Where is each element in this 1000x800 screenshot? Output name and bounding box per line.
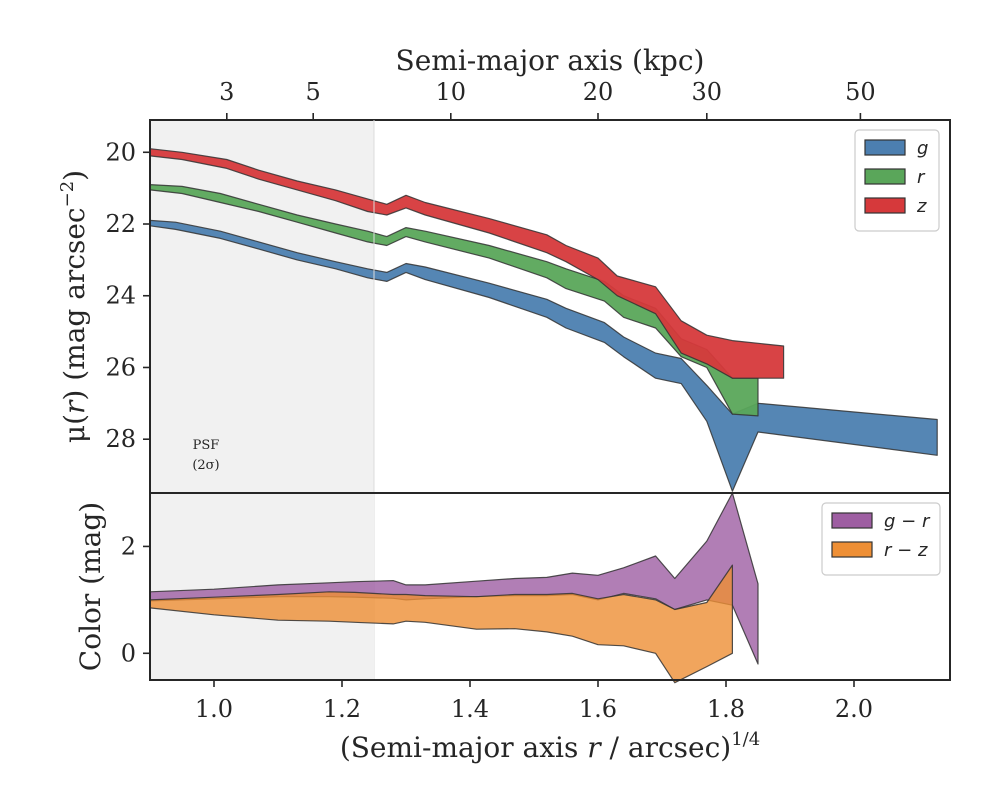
psf-shaded-region [150, 120, 374, 493]
legend-swatch-r-z [831, 541, 873, 558]
bottom-x-tick-label: 1.2 [323, 695, 361, 723]
bottom-x-axis-title: (Semi-major axis r / arcsec)1/4 [340, 729, 760, 764]
bottom-y-tick-label: 0 [121, 639, 136, 667]
bottom-x-tick-label: 1.0 [195, 695, 233, 723]
legend-swatch-z [864, 197, 906, 214]
surface-brightness-bands [149, 148, 938, 492]
legend-label: g − r [884, 511, 931, 532]
top-kpc-axis-ticks: 3 5 10 20 30 50 [219, 78, 876, 120]
legend-label: g [917, 138, 928, 159]
legend-label: z [916, 196, 927, 217]
psf-sigma-label: (2σ) [192, 458, 219, 473]
bottom-legend: g − r r − z [821, 502, 941, 576]
legend-swatch-g [864, 139, 906, 156]
top-y-tick-label: 24 [105, 282, 136, 310]
kpc-tick-label: 10 [436, 78, 467, 106]
bottom-x-tick-label: 1.6 [579, 695, 617, 723]
legend-swatch-g-r [831, 512, 873, 529]
bottom-x-tick-label: 2.0 [835, 695, 873, 723]
top-y-tick-label: 28 [105, 425, 136, 453]
top-y-tick-label: 20 [105, 138, 136, 166]
bottom-panel-frame [149, 492, 951, 681]
bottom-y-tick-label: 2 [121, 532, 136, 560]
bottom-x-tick-label: 1.4 [451, 695, 489, 723]
top-y-tick-label: 26 [105, 353, 136, 381]
legend-label: r − z [884, 540, 928, 561]
color-panel: 02 1.0 1.2 1.4 1.6 1.8 2.0 Color (mag) (Semi-… [74, 492, 951, 764]
kpc-tick-label: 30 [692, 78, 723, 106]
legend-label: r [917, 167, 926, 188]
bottom-x-tick-label: 1.8 [707, 695, 745, 723]
bottom-x-axis-ticks: 1.0 1.2 1.4 1.6 1.8 2.0 [195, 680, 873, 723]
top-y-axis-title: μ(r) (mag arcsec−2) [57, 170, 91, 443]
band-z [149, 148, 785, 379]
kpc-tick-label: 20 [583, 78, 614, 106]
kpc-tick-label: 3 [219, 78, 234, 106]
band-g [149, 219, 938, 492]
legend-swatch-r [864, 168, 906, 185]
color-bands [149, 492, 759, 684]
top-x-axis-title: Semi-major axis (kpc) [396, 44, 705, 77]
top-legend: grz [854, 129, 940, 232]
kpc-tick-label: 5 [306, 78, 321, 106]
kpc-tick-label: 50 [845, 78, 876, 106]
bottom-y-axis-ticks: 02 [121, 532, 150, 667]
psf-label: PSF [193, 438, 220, 453]
top-y-tick-label: 22 [105, 210, 136, 238]
top-y-axis-ticks: 20 22 24 26 28 [105, 138, 150, 453]
bottom-y-axis-title: Color (mag) [74, 502, 107, 671]
band-r-z [149, 564, 734, 684]
